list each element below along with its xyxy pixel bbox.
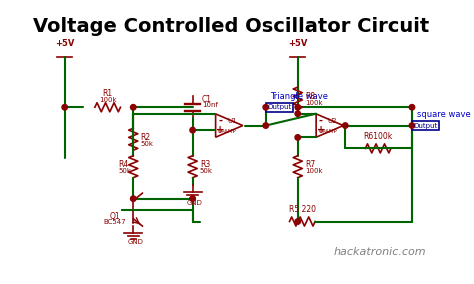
Circle shape <box>409 123 415 128</box>
Text: 100k: 100k <box>305 100 323 106</box>
Text: R7: R7 <box>305 160 315 169</box>
Text: 50k: 50k <box>118 168 132 174</box>
Circle shape <box>130 196 136 201</box>
Text: R5 220: R5 220 <box>289 205 316 214</box>
Text: R2: R2 <box>141 133 151 142</box>
Text: square wave: square wave <box>417 110 470 119</box>
Text: R8: R8 <box>305 92 315 101</box>
Circle shape <box>190 128 195 133</box>
Circle shape <box>409 105 415 110</box>
Circle shape <box>295 219 301 224</box>
Text: 10nf: 10nf <box>202 102 218 108</box>
Text: Output: Output <box>413 123 438 129</box>
Text: R6100k: R6100k <box>364 132 393 141</box>
Text: OPAMP: OPAMP <box>319 129 337 133</box>
Text: Q1: Q1 <box>109 212 120 222</box>
FancyBboxPatch shape <box>266 103 293 112</box>
Text: 100k: 100k <box>99 97 117 103</box>
Text: U2: U2 <box>328 118 337 124</box>
Text: +5V: +5V <box>288 39 308 48</box>
Text: 50k: 50k <box>141 141 154 147</box>
Text: +: + <box>216 125 224 135</box>
Text: hackatronic.com: hackatronic.com <box>334 247 426 257</box>
Text: 100k: 100k <box>305 168 323 174</box>
Circle shape <box>62 105 67 110</box>
Circle shape <box>263 105 268 110</box>
Circle shape <box>130 105 136 110</box>
Text: Output: Output <box>267 104 292 110</box>
Text: 50k: 50k <box>200 168 213 174</box>
Circle shape <box>343 123 348 128</box>
Text: R1: R1 <box>102 89 113 98</box>
Text: GND: GND <box>187 200 202 206</box>
Text: +: + <box>317 125 325 135</box>
Circle shape <box>295 111 301 116</box>
Text: R4: R4 <box>118 160 129 169</box>
Text: U1: U1 <box>227 118 237 124</box>
Circle shape <box>263 123 268 128</box>
Text: OPAMP: OPAMP <box>218 129 237 133</box>
Text: BC547: BC547 <box>104 220 126 225</box>
Text: -: - <box>319 116 323 126</box>
Text: +5V: +5V <box>55 39 74 48</box>
FancyBboxPatch shape <box>412 121 439 130</box>
Circle shape <box>295 135 301 140</box>
Text: Voltage Controlled Oscillator Circuit: Voltage Controlled Oscillator Circuit <box>33 17 429 36</box>
Text: C1: C1 <box>202 95 212 105</box>
Circle shape <box>190 196 195 201</box>
Text: R3: R3 <box>200 160 210 169</box>
Text: -: - <box>218 116 222 126</box>
Circle shape <box>295 105 301 110</box>
Text: GND: GND <box>127 239 143 245</box>
Text: Triangle wave: Triangle wave <box>270 92 328 101</box>
